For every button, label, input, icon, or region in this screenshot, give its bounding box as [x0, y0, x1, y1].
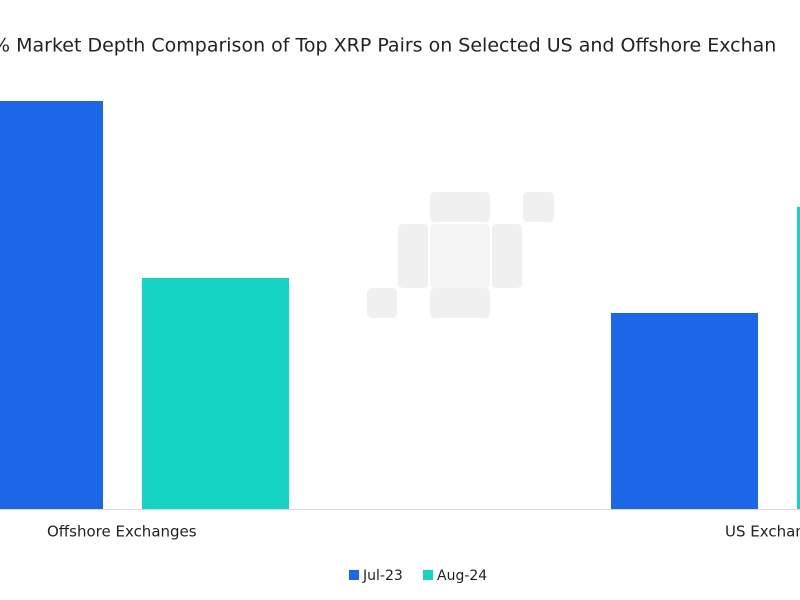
bar	[0, 101, 103, 509]
legend-swatch	[423, 570, 433, 580]
chart-title: % Market Depth Comparison of Top XRP Pai…	[0, 35, 776, 57]
x-tick-label: US Exchan	[725, 523, 800, 541]
legend-label: Aug-24	[437, 568, 487, 584]
legend-label: Jul-23	[362, 568, 403, 584]
watermark	[367, 192, 554, 318]
bar	[142, 278, 289, 509]
bar	[611, 313, 758, 509]
legend-swatch	[349, 570, 359, 580]
x-tick-label: Offshore Exchanges	[47, 523, 197, 541]
bar	[797, 207, 800, 509]
